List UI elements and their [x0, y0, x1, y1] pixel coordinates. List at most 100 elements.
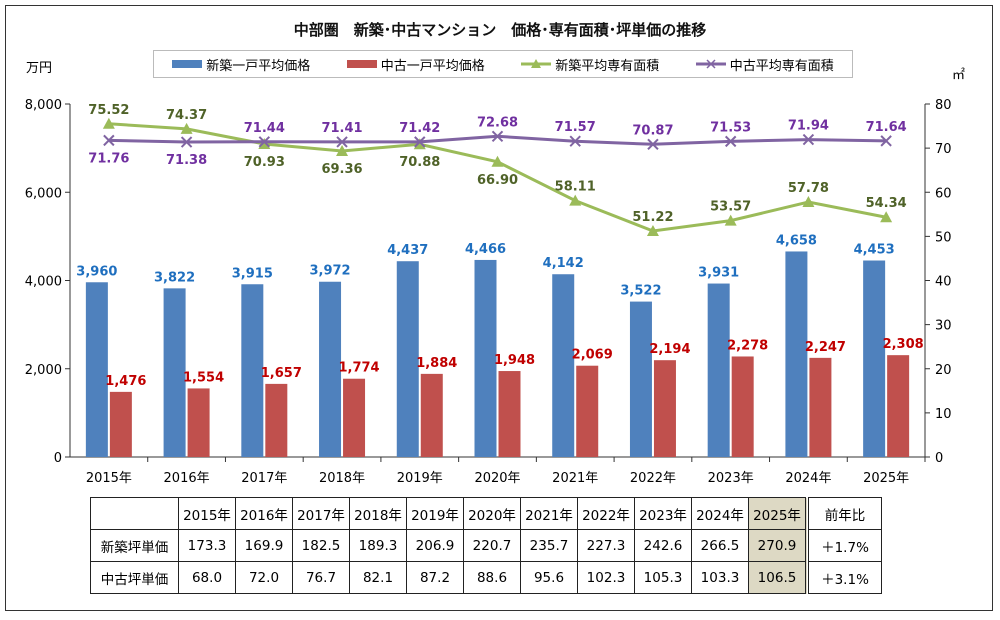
bar-new	[241, 284, 264, 457]
y2-tick-label: 70	[935, 142, 952, 157]
x-marker	[647, 138, 659, 150]
x-marker	[336, 136, 348, 148]
x-marker	[103, 134, 115, 147]
y2-tick-label: 80	[935, 98, 952, 113]
table-cell: 76.7	[292, 561, 350, 594]
triangle-marker	[880, 211, 893, 223]
data-label: 3,931	[698, 266, 739, 281]
table-header-cell: 2020年	[463, 497, 521, 530]
table-cell: 182.5	[292, 529, 350, 562]
y2-tick-label: 40	[935, 275, 952, 290]
data-label: 71.44	[244, 121, 285, 136]
y2-tick-label: 60	[935, 186, 952, 201]
table-cell: 102.3	[577, 561, 635, 594]
y-axis-label: 万円	[26, 61, 53, 76]
table-cell: 68.0	[178, 561, 236, 594]
y2-tick-label: 20	[935, 363, 952, 378]
bar-new	[552, 274, 575, 457]
legend-line-triangle-icon	[521, 59, 552, 68]
data-label: 1,657	[261, 366, 302, 381]
data-label: 72.68	[477, 115, 518, 130]
legend-label: 中古一戸平均価格	[380, 58, 485, 74]
table-cell: 220.7	[463, 529, 521, 562]
bar-used	[887, 355, 910, 457]
y-tick-label: 0	[54, 451, 62, 466]
table-cell: 189.3	[349, 529, 407, 562]
data-label: 2,278	[727, 338, 768, 353]
y2-tick-label: 30	[935, 319, 952, 334]
data-label: 1,884	[416, 356, 457, 371]
data-label: 53.57	[710, 200, 751, 215]
data-label: 2,308	[883, 337, 924, 352]
x-tick-label: 2021年	[552, 471, 598, 486]
data-label: 71.57	[555, 120, 596, 135]
y-tick-label: 4,000	[25, 275, 62, 290]
data-label: 4,466	[465, 242, 506, 257]
data-label: 1,774	[338, 361, 379, 376]
data-label: 70.93	[244, 155, 285, 170]
data-label: 71.94	[788, 119, 829, 134]
chart-title: 中部圏 新築･中古マンション 価格･専有面積･坪単価の推移	[293, 21, 707, 39]
bar-new	[474, 259, 497, 457]
triangle-marker	[336, 144, 349, 156]
table-cell: 169.9	[235, 529, 293, 562]
triangle-marker	[491, 155, 504, 167]
x-marker	[258, 136, 271, 148]
table-cell: 72.0	[235, 561, 293, 594]
data-label: 2,069	[572, 348, 613, 363]
data-label: 2,194	[649, 342, 690, 357]
table-cell: 206.9	[406, 529, 464, 562]
data-label: 71.53	[710, 120, 751, 135]
chart-frame	[5, 5, 993, 611]
table-header-cell: 2019年	[406, 497, 464, 530]
bar-used	[498, 371, 521, 457]
legend-label: 新築一戸平均価格	[206, 58, 311, 74]
table-cell: 242.6	[634, 529, 692, 562]
data-label: 1,476	[105, 374, 146, 389]
bar-used	[420, 373, 443, 457]
y2-tick-label: 10	[935, 407, 952, 422]
table-header-cell: 2025年	[748, 497, 808, 530]
triangle-marker	[802, 196, 815, 208]
bar-new	[707, 283, 730, 457]
bar-used	[187, 388, 210, 457]
table-cell: 106.5	[748, 561, 808, 594]
data-label: 3,960	[76, 264, 117, 279]
table-cell: 227.3	[577, 529, 635, 562]
bar-new	[863, 260, 886, 457]
x-tick-label: 2020年	[474, 471, 520, 486]
bar-used	[265, 383, 288, 457]
y2-tick-label: 50	[935, 230, 952, 245]
data-label: 3,972	[309, 264, 350, 279]
data-label: 71.38	[166, 153, 207, 168]
table-cell: 88.6	[463, 561, 521, 594]
bar-used	[343, 378, 366, 457]
x-marker	[724, 135, 737, 148]
x-marker	[180, 136, 193, 148]
triangle-marker	[724, 214, 737, 226]
data-label: 70.87	[632, 123, 673, 138]
table-header-cell: 2016年	[235, 497, 293, 530]
triangle-marker	[646, 224, 659, 236]
data-label: 74.37	[166, 108, 207, 123]
data-label: 4,142	[543, 256, 584, 271]
legend-item: 新築平均専有面積	[521, 55, 659, 74]
x-marker	[880, 135, 892, 147]
y-tick-label: 2,000	[25, 363, 62, 378]
legend-item: 中古一戸平均価格	[346, 55, 485, 74]
data-label: 69.36	[321, 162, 362, 177]
price-per-tsubo-table: 2015年 2016年 2017年 2018年 2019年 2020年 2021年 2022年…	[90, 497, 882, 594]
y2-tick-label: 0	[935, 451, 943, 466]
x-marker	[414, 136, 426, 148]
x-marker	[491, 130, 504, 143]
data-label: 71.76	[88, 151, 129, 166]
table-header-cell: 2015年	[178, 497, 236, 530]
table-header-cell: 2021年	[520, 497, 578, 530]
x-tick-label: 2024年	[785, 471, 831, 486]
data-label: 1,554	[183, 370, 224, 385]
chart-plot: 0 2,000 4,000 6,000 8,000 0 10 20 30 40 50 60 70 80 20…	[25, 98, 952, 486]
y-tick-label: 6,000	[25, 186, 62, 201]
bar-new	[785, 251, 808, 457]
table-header-row: 2015年 2016年 2017年 2018年 2019年 2020年 2021年 2022年…	[90, 497, 882, 530]
data-label: 4,437	[387, 243, 428, 258]
